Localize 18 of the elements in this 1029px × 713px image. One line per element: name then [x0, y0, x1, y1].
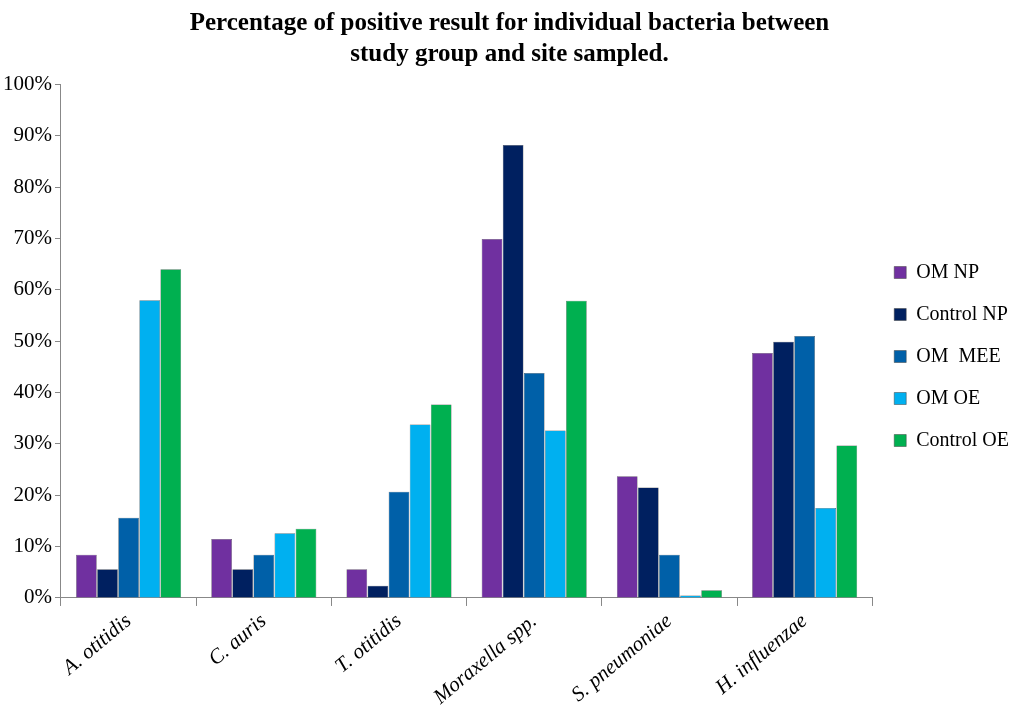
y-tick-label: 0%: [23, 584, 52, 609]
x-tick-label: C. auris: [203, 608, 271, 671]
y-tick-label: 90%: [13, 122, 52, 147]
y-tick-label: 60%: [13, 276, 52, 301]
y-tick-label: 20%: [13, 481, 52, 506]
legend-label: OM OE: [916, 385, 981, 408]
legend-label: Control OE: [916, 427, 1010, 450]
y-tick-label: 100%: [2, 71, 52, 96]
y-tick-label: 70%: [13, 225, 52, 250]
chart-title: Percentage of positive result for individual bacteria between study group and site sampled.: [189, 8, 830, 67]
legend-label: Control NP: [916, 301, 1008, 324]
legend-label: OM NP: [916, 259, 980, 282]
y-tick-label: 80%: [13, 173, 52, 198]
y-tick-label: 30%: [13, 430, 52, 455]
legend-label: OM MEE: [916, 343, 1001, 366]
y-tick-label: 50%: [13, 327, 52, 352]
y-tick-label: 10%: [13, 533, 52, 558]
y-tick-label: 40%: [13, 379, 52, 404]
